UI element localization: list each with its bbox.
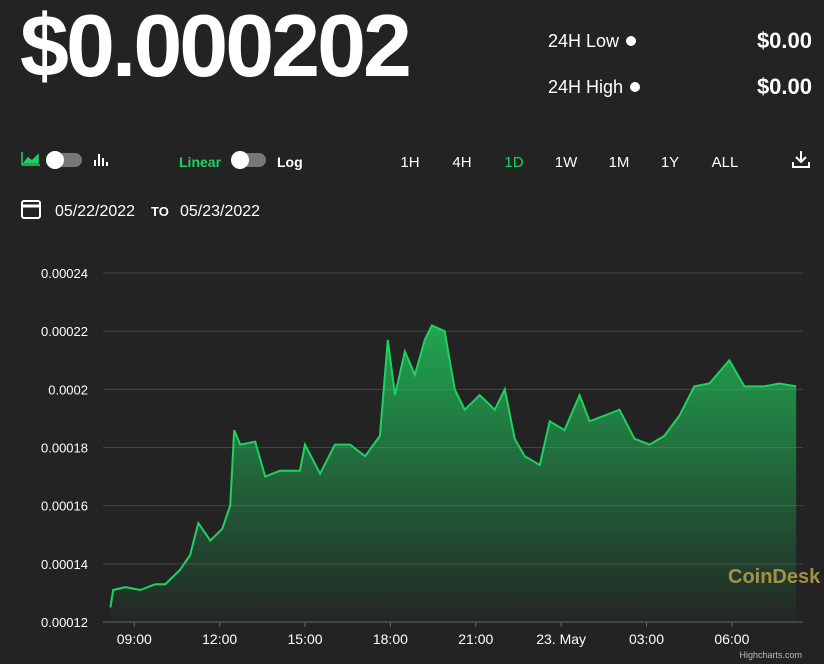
info-icon[interactable] [626, 36, 636, 46]
x-tick-label: 18:00 [373, 631, 408, 647]
log-option[interactable]: Log [277, 154, 303, 170]
price-line [109, 324, 797, 608]
y-tick-label: 0.00024 [41, 266, 88, 281]
range-button[interactable]: 1H [400, 154, 419, 171]
range-button[interactable]: 4H [452, 154, 471, 171]
range-button[interactable]: ALL [712, 154, 739, 171]
calendar-icon[interactable] [21, 200, 41, 219]
high-value: $0.00 [757, 74, 812, 99]
area-chart-icon[interactable] [21, 152, 40, 166]
date-from[interactable]: 05/22/2022 [55, 203, 135, 220]
range-button[interactable]: 1D [504, 154, 523, 171]
price: $0.000202 [20, 0, 409, 95]
x-tick-label: 21:00 [458, 631, 493, 647]
high-label: 24H High [548, 77, 623, 97]
linear-option[interactable]: Linear [179, 154, 222, 170]
area-fill [110, 325, 797, 622]
range-button[interactable]: 1M [609, 154, 630, 171]
y-tick-label: 0.00022 [41, 324, 88, 339]
credits: Highcharts.com [739, 650, 802, 660]
info-icon[interactable] [630, 82, 640, 92]
x-tick-label: 09:00 [117, 631, 152, 647]
bar-chart-icon[interactable] [94, 154, 108, 166]
plot: 0.00012 0.00014 0.00016 0.00018 0.0002 0.0002… [41, 266, 803, 647]
x-tick-label: 12:00 [202, 631, 237, 647]
y-tick-label: 0.00016 [41, 499, 88, 514]
watermark: CoinDesk [728, 566, 821, 588]
download-icon[interactable] [792, 151, 810, 168]
y-tick-label: 0.0002 [48, 382, 88, 397]
y-tick-label: 0.00014 [41, 557, 88, 572]
date-to-label: TO [151, 204, 169, 219]
low-label: 24H Low [548, 31, 620, 51]
x-tick-label: 15:00 [288, 631, 323, 647]
toggle[interactable] [46, 151, 82, 169]
y-tick-label: 0.00012 [41, 615, 88, 630]
range-button[interactable]: 1W [555, 154, 578, 171]
date-to[interactable]: 05/23/2022 [180, 203, 260, 220]
low-value: $0.00 [757, 28, 812, 53]
x-tick-label: 06:00 [714, 631, 749, 647]
range-button[interactable]: 1Y [661, 154, 679, 171]
toggle[interactable] [231, 151, 266, 169]
x-tick-label: 23. May [536, 631, 586, 647]
y-tick-label: 0.00018 [41, 441, 88, 456]
x-tick-label: 03:00 [629, 631, 664, 647]
